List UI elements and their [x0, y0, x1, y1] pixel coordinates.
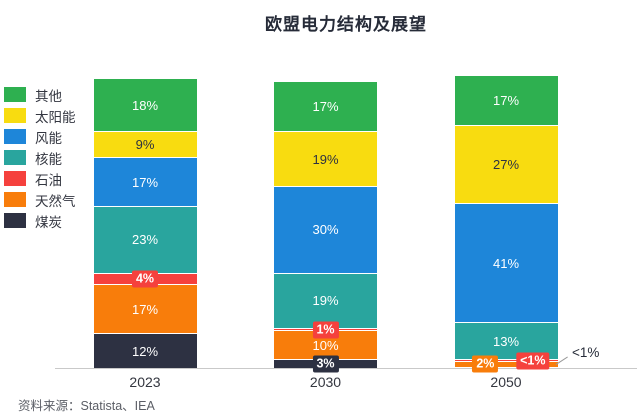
segment-value-label: 10%	[312, 337, 339, 353]
segment-其他-2023: 18%	[93, 79, 197, 132]
segment-value-label: 17%	[312, 99, 339, 115]
segment-石油-2050: <1%	[454, 352, 558, 370]
legend-item-solar: 太阳能	[4, 105, 76, 126]
segment-煤炭-2050	[454, 366, 558, 368]
segment-value-chip: 3%	[312, 355, 339, 373]
legend-item-coal: 煤炭	[4, 210, 76, 231]
segment-天然气-2023: 17%	[93, 284, 197, 334]
segment-value-label: 13%	[492, 333, 520, 349]
segment-value-chip: 4%	[131, 270, 159, 288]
source-note: 资料来源：Statista、IEA	[18, 399, 155, 413]
legend-swatch-coal	[4, 213, 26, 228]
legend-swatch-other	[4, 87, 26, 102]
segment-石油-2030: 1%	[274, 321, 377, 339]
segment-value-label: 9%	[135, 137, 155, 153]
legend-item-wind: 风能	[4, 126, 76, 147]
annotation-coal-2050: <1%	[572, 345, 600, 360]
legend-label: 天然气	[35, 193, 76, 209]
bar-2050: 17% 27% 41% 13% <1% 2%	[454, 76, 558, 373]
segment-核能-2023: 23%	[93, 206, 197, 273]
x-tick-2050: 2050	[490, 374, 522, 390]
segment-value-label: 12%	[131, 343, 159, 359]
legend-label: 石油	[35, 172, 62, 188]
segment-value-label: 17%	[131, 174, 159, 190]
legend-label: 其他	[35, 88, 62, 104]
legend-swatch-oil	[4, 171, 26, 186]
segment-核能-2030: 19%	[274, 272, 377, 328]
bar-2030: 17% 19% 30% 19% 1% 10% 3%	[274, 81, 377, 373]
x-tick-2030: 2030	[309, 374, 342, 390]
segment-value-label: 41%	[492, 255, 520, 271]
legend-item-gas: 天然气	[4, 189, 76, 210]
legend-label: 煤炭	[35, 214, 62, 230]
segment-value-label: 27%	[492, 157, 520, 173]
legend-item-other: 其他	[4, 84, 76, 105]
segment-value-label: 23%	[131, 232, 159, 248]
legend-swatch-gas	[4, 192, 26, 207]
legend-swatch-nuclear	[4, 150, 26, 165]
segment-煤炭-2030: 3%	[274, 355, 377, 373]
segment-风能-2023: 17%	[93, 157, 197, 207]
segment-value-label: 19%	[312, 151, 339, 167]
chart-title: 欧盟电力结构及展望	[265, 15, 427, 34]
legend-swatch-wind	[4, 129, 26, 144]
segment-value-label: 30%	[312, 222, 339, 238]
segment-其他-2050: 17%	[454, 76, 558, 126]
segment-value-label: 17%	[131, 301, 159, 317]
segment-value-chip: 1%	[312, 321, 339, 339]
legend-label: 核能	[35, 151, 62, 167]
segment-太阳能-2030: 19%	[274, 131, 377, 186]
segment-value-chip: <1%	[516, 352, 550, 370]
legend-swatch-solar	[4, 108, 26, 123]
segment-太阳能-2023: 9%	[93, 131, 197, 158]
segment-天然气-2050: 2%	[454, 355, 558, 373]
x-axis-line	[55, 368, 637, 369]
segment-其他-2030: 17%	[274, 81, 377, 132]
legend-label: 太阳能	[35, 109, 76, 125]
segment-value-label: 18%	[131, 97, 159, 113]
bar-2023: 18% 9% 17% 23% 4% 17% 12%	[93, 79, 197, 368]
segment-value-label: 17%	[492, 93, 520, 109]
legend: 其他 太阳能 风能 核能 石油 天然气 煤炭	[4, 84, 76, 231]
x-tick-2023: 2023	[129, 374, 161, 390]
segment-风能-2030: 30%	[274, 185, 377, 273]
segment-太阳能-2050: 27%	[454, 125, 558, 204]
segment-石油-2023: 4%	[93, 270, 197, 288]
segment-风能-2050: 41%	[454, 203, 558, 322]
segment-value-chip: 2%	[472, 355, 499, 373]
legend-item-oil: 石油	[4, 168, 76, 189]
segment-煤炭-2023: 12%	[93, 333, 197, 368]
legend-item-nuclear: 核能	[4, 147, 76, 168]
segment-value-label: 19%	[312, 293, 339, 309]
legend-label: 风能	[35, 130, 62, 146]
